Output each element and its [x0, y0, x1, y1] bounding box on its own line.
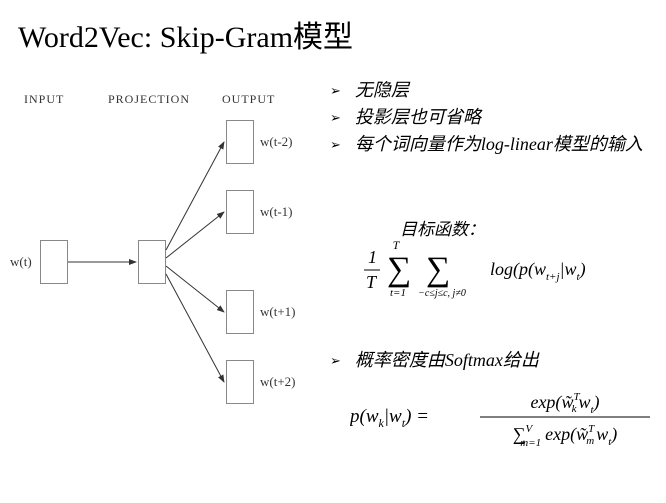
softmax-bullet: ➢ 概率密度由Softmax给出: [330, 348, 660, 375]
svg-text:−c≤j≤c, j≠0: −c≤j≤c, j≠0: [418, 288, 466, 299]
svg-text:T: T: [393, 238, 401, 252]
svg-text:t=1: t=1: [390, 287, 406, 299]
svg-text:T: T: [366, 272, 378, 292]
bullet-text: 无隐层: [355, 78, 409, 103]
bullet-item: ➢ 投影层也可省略: [330, 105, 660, 130]
softmax-formula: p(wk|wt) = exp(w̃Tkwt) ∑Vm=1exp(w̃Tmwt): [350, 380, 660, 450]
bullet-item: ➢ 每个词向量作为log-linear模型的输入: [330, 132, 660, 157]
bullet-marker-icon: ➢: [330, 82, 341, 103]
objective-formula: 1 T ∑ T t=1 ∑ −c≤j≤c, j≠0 log(p(wt+j|wt): [360, 230, 660, 300]
bullet-text: 投影层也可省略: [355, 105, 481, 130]
slide-title: Word2Vec: Skip-Gram模型: [18, 12, 353, 56]
diagram-arrows: [10, 80, 310, 420]
bullet-item: ➢ 无隐层: [330, 78, 660, 103]
skipgram-diagram: INPUT PROJECTION OUTPUT w(t) w(t-2) w(t-…: [10, 80, 310, 420]
bullet-marker-icon: ➢: [330, 352, 341, 373]
bullet-marker-icon: ➢: [330, 136, 341, 157]
bullet-text: 概率密度由Softmax给出: [355, 348, 539, 373]
svg-text:exp(w̃Tkwt): exp(w̃Tkwt): [530, 391, 599, 416]
svg-text:1: 1: [368, 247, 377, 267]
bullet-text: 每个词向量作为log-linear模型的输入: [355, 132, 643, 157]
svg-text:∑Vm=1exp(w̃Tmwt): ∑Vm=1exp(w̃Tmwt): [513, 423, 618, 449]
svg-text:∑: ∑: [426, 251, 450, 288]
svg-text:log(p(wt+j|wt): log(p(wt+j|wt): [490, 259, 586, 283]
bullet-list: ➢ 无隐层 ➢ 投影层也可省略 ➢ 每个词向量作为log-linear模型的输入: [330, 78, 660, 160]
svg-text:p(wk|wt) =: p(wk|wt) =: [350, 406, 429, 430]
svg-text:∑: ∑: [387, 251, 411, 288]
bullet-marker-icon: ➢: [330, 109, 341, 130]
